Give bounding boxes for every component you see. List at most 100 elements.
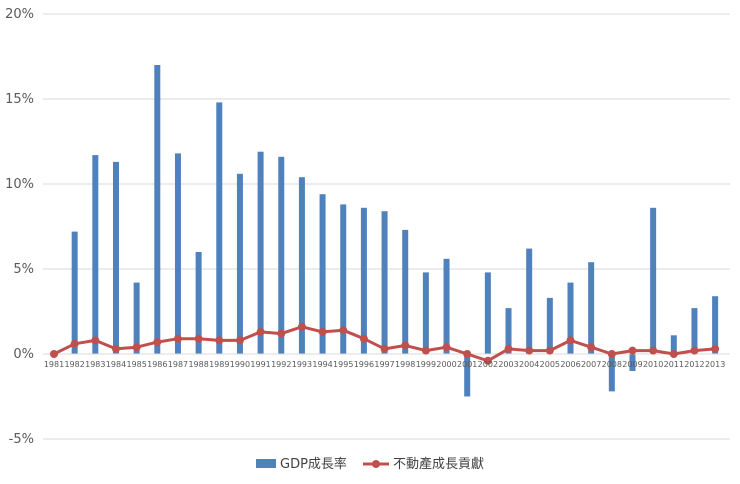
x-tick-label: 1989 (209, 360, 229, 369)
real-estate-point (91, 336, 100, 345)
x-tick-label: 2000 (436, 360, 456, 369)
gdp-bar (402, 229, 409, 354)
gdp-bar (588, 262, 595, 354)
x-tick-label: 2010 (643, 360, 663, 369)
gdp-bar (298, 177, 305, 354)
gdp-bar (422, 272, 429, 354)
gdp-bar (133, 282, 140, 354)
real-estate-point (132, 343, 141, 352)
real-estate-point (442, 343, 451, 352)
x-tick-label: 1984 (106, 360, 126, 369)
gdp-bar (505, 308, 512, 354)
y-axis-ticks: -5% 0% 5% 10% 15% 20% (5, 7, 34, 447)
x-tick-label: 1986 (147, 360, 167, 369)
gdp-bar (650, 207, 657, 354)
x-tick-label: 1982 (64, 360, 84, 369)
x-tick-label: 1994 (312, 360, 332, 369)
gdp-bar (71, 231, 78, 354)
real-estate-point (256, 327, 265, 336)
x-tick-label: 2008 (602, 360, 622, 369)
real-estate-point (277, 329, 286, 338)
gdp-bar (608, 354, 615, 392)
x-tick-label: 2009 (622, 360, 642, 369)
gdp-bar (443, 258, 450, 354)
x-tick-label: 2002 (478, 360, 498, 369)
x-tick-label: 2007 (581, 360, 601, 369)
x-tick-label: 1995 (333, 360, 353, 369)
legend-swatch-gdp (256, 459, 276, 468)
gdp-bar (567, 282, 574, 354)
real-estate-point (235, 336, 244, 345)
real-estate-point (215, 336, 224, 345)
real-estate-point (339, 326, 348, 335)
real-estate-point (628, 346, 637, 355)
x-tick-label: 1992 (271, 360, 291, 369)
real-estate-point (669, 350, 678, 358)
gdp-bar (257, 151, 264, 354)
x-tick-label: 1997 (374, 360, 394, 369)
gdp-bar (691, 308, 698, 354)
y-tick-label: -5% (9, 432, 34, 447)
x-tick-label: 2012 (684, 360, 704, 369)
real-estate-point (566, 336, 575, 345)
gdp-bar (216, 102, 223, 355)
real-estate-point (380, 344, 389, 353)
real-estate-point (111, 344, 120, 353)
gdp-bar (360, 207, 367, 354)
y-tick-label: 10% (5, 177, 34, 192)
x-tick-label: 2003 (498, 360, 518, 369)
gdp-bar (236, 173, 243, 354)
real-estate-point (173, 334, 182, 343)
x-tick-label: 1983 (85, 360, 105, 369)
gdp-bar (319, 194, 326, 354)
real-estate-point (711, 344, 720, 353)
real-estate-point (545, 346, 554, 355)
gdp-bar (381, 211, 388, 354)
gdp-bars (71, 65, 719, 397)
real-estate-point (483, 356, 492, 365)
gdp-bar (92, 155, 99, 354)
gdp-bar (195, 252, 202, 354)
gdp-bar (546, 297, 553, 354)
real-estate-point (690, 346, 699, 355)
gdp-bar (484, 272, 491, 354)
real-estate-point (194, 334, 203, 343)
real-estate-point (587, 343, 596, 352)
x-tick-label: 1985 (126, 360, 146, 369)
x-tick-label: 1993 (292, 360, 312, 369)
gdp-bar (174, 153, 181, 354)
gdp-bar (278, 156, 285, 354)
real-estate-point (359, 334, 368, 343)
real-estate-point (607, 350, 616, 358)
gdp-bar (154, 65, 161, 354)
y-tick-label: 20% (5, 7, 34, 22)
x-tick-label: 1991 (250, 360, 270, 369)
gdp-bar (112, 161, 119, 354)
real-estate-line (50, 322, 720, 365)
x-axis-ticks: 1981 1982 1983 1984 1985 1986 1987 1988 1989 1990… (44, 360, 725, 369)
legend: GDP成長率 不動產成長貢獻 (256, 456, 484, 472)
real-estate-point (153, 338, 162, 347)
x-tick-label: 1987 (168, 360, 188, 369)
gdp-bar (526, 248, 533, 354)
real-estate-point (649, 346, 658, 355)
y-tick-label: 5% (13, 262, 34, 277)
x-tick-label: 2013 (705, 360, 725, 369)
real-estate-point (463, 350, 472, 358)
gdp-bar (712, 296, 719, 354)
x-tick-label: 2001 (457, 360, 477, 369)
x-tick-label: 2004 (519, 360, 539, 369)
x-tick-label: 1999 (416, 360, 436, 369)
y-tick-label: 15% (5, 92, 34, 107)
x-tick-label: 1996 (354, 360, 374, 369)
real-estate-point (504, 344, 513, 353)
real-estate-point (421, 346, 430, 355)
x-tick-label: 2006 (560, 360, 580, 369)
gdp-bar (340, 204, 347, 354)
real-estate-point (525, 346, 534, 355)
real-estate-point (401, 341, 410, 350)
legend-label-gdp: GDP成長率 (280, 456, 347, 472)
real-estate-point (70, 339, 79, 348)
